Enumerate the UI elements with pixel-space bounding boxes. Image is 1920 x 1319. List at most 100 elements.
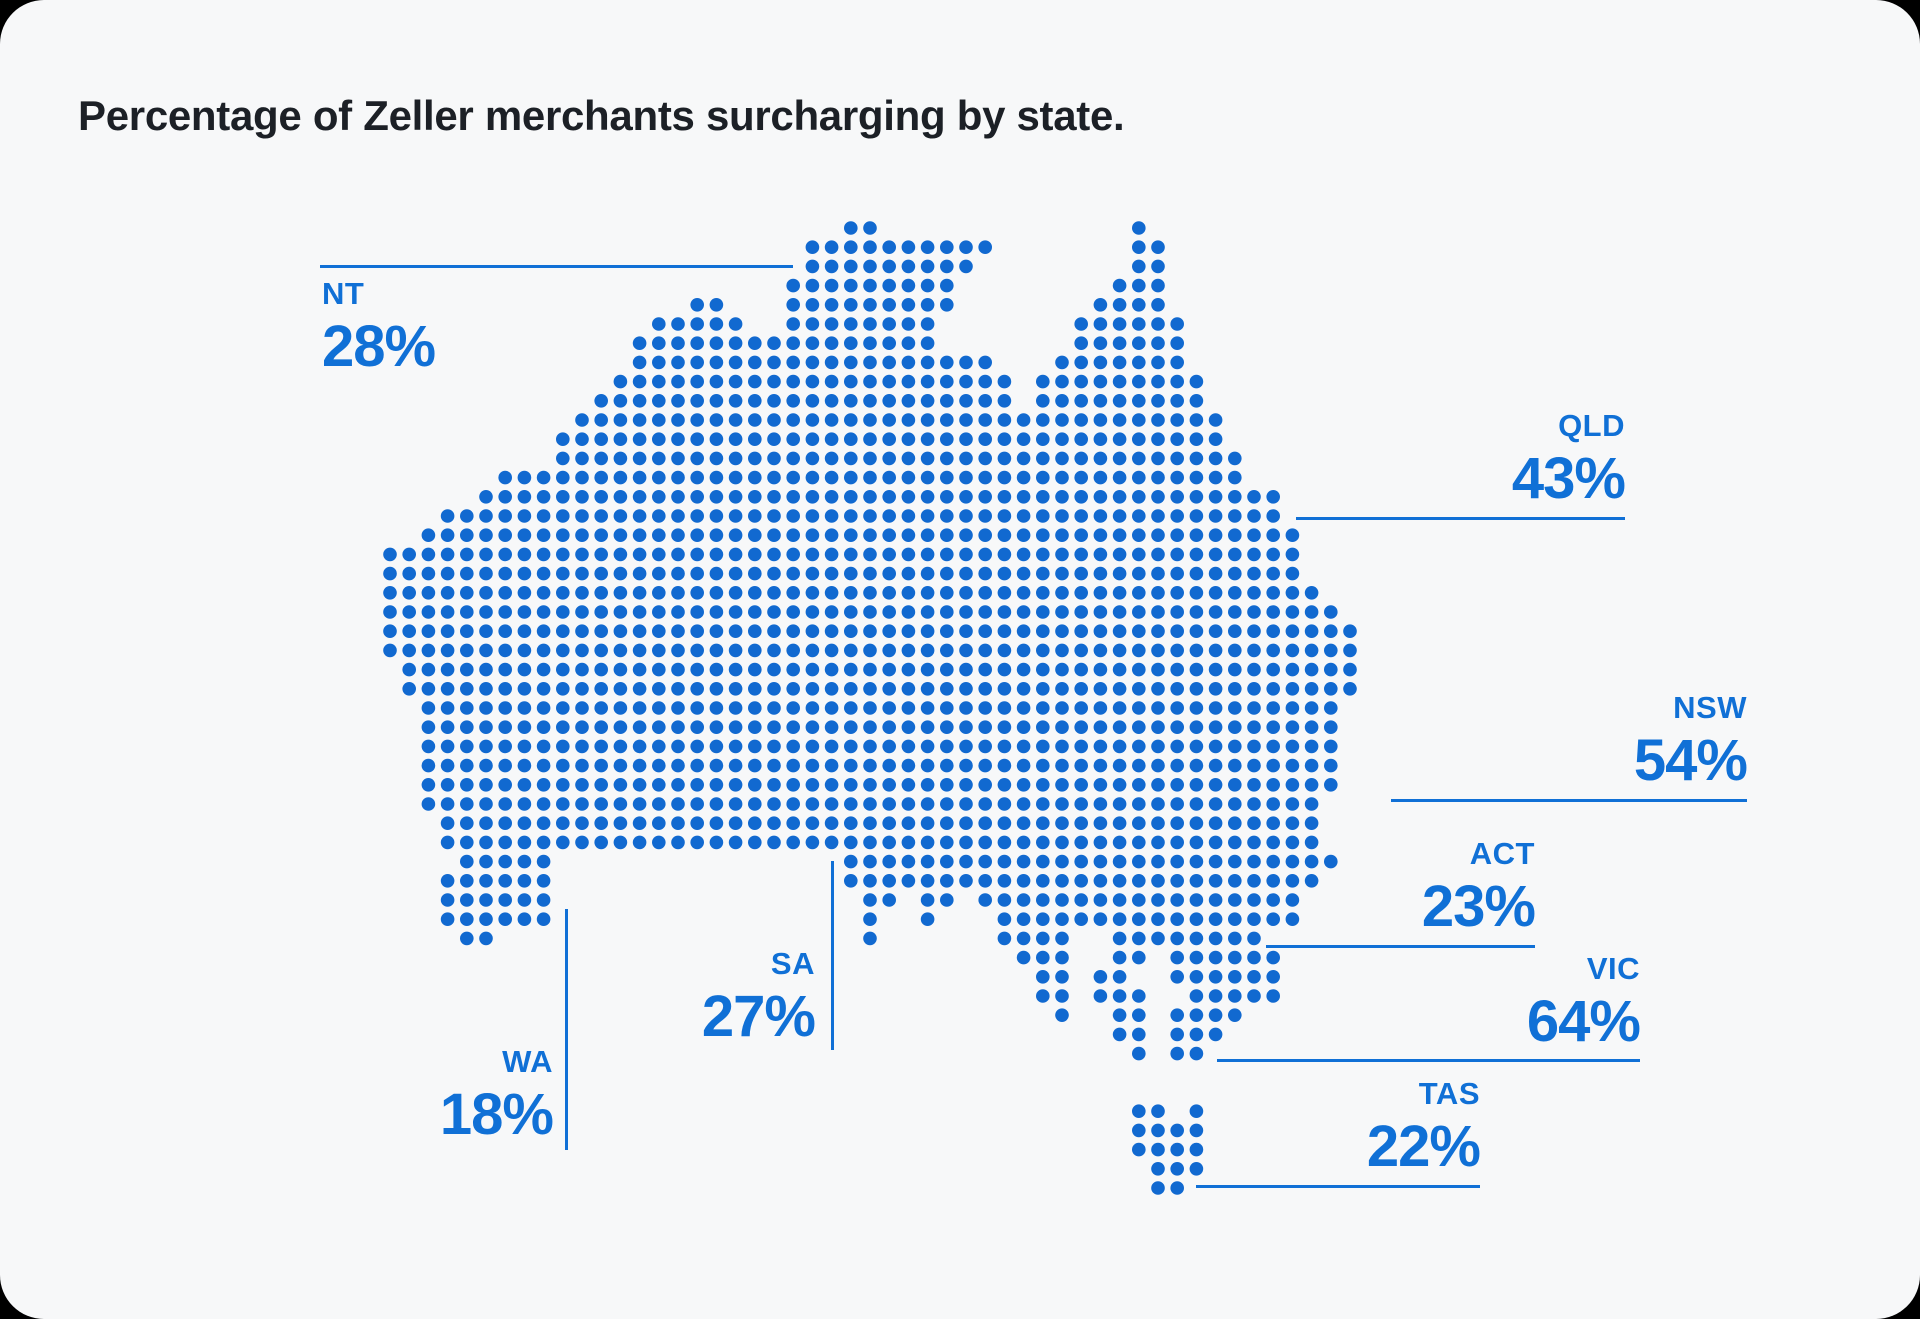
- map-dot: [901, 662, 916, 677]
- map-dot: [748, 336, 762, 351]
- map-dot: [1132, 413, 1146, 427]
- map-dot: [978, 854, 992, 869]
- map-dot: [1324, 739, 1338, 754]
- map-dot: [1343, 662, 1357, 677]
- map-dot: [440, 624, 455, 638]
- map-dot: [728, 336, 743, 351]
- map-dot: [882, 778, 896, 792]
- map-dot: [1112, 1027, 1127, 1042]
- map-dot: [1208, 643, 1223, 658]
- map-dot: [1093, 336, 1108, 351]
- map-dot: [594, 547, 608, 562]
- map-dot: [805, 509, 820, 523]
- map-dot: [1266, 797, 1280, 811]
- map-dot: [1112, 797, 1127, 811]
- map-dot: [824, 605, 839, 619]
- map-dot: [1093, 624, 1108, 638]
- map-dot: [671, 720, 685, 734]
- map-dot: [901, 259, 916, 274]
- map-dot: [920, 259, 935, 274]
- map-dot: [997, 528, 1012, 542]
- map-dot: [901, 682, 916, 696]
- map-dot: [671, 797, 685, 811]
- map-dot: [844, 509, 858, 523]
- map-dot: [767, 758, 781, 773]
- map-dot: [920, 586, 935, 600]
- map-dot: [805, 547, 820, 562]
- map-dot: [920, 355, 935, 370]
- map-dot: [824, 298, 839, 312]
- map-dot: [671, 758, 685, 773]
- map-dot: [959, 797, 973, 811]
- map-dot: [786, 778, 800, 792]
- map-dot: [901, 874, 916, 888]
- map-dot: [1132, 624, 1146, 638]
- map-dot: [1285, 643, 1300, 658]
- map-dot: [1093, 874, 1108, 888]
- map-dot: [1189, 1104, 1204, 1118]
- map-dot: [978, 432, 992, 447]
- map-dot: [997, 835, 1012, 850]
- map-dot: [1036, 874, 1050, 888]
- map-dot: [440, 682, 455, 696]
- map-dot: [498, 566, 512, 581]
- map-dot: [517, 893, 532, 907]
- map-dot: [1189, 413, 1204, 427]
- map-dot: [882, 317, 896, 331]
- map-dot: [1343, 643, 1357, 658]
- map-dot: [1266, 605, 1280, 619]
- map-dot: [1112, 586, 1127, 600]
- map-dot: [1112, 451, 1127, 466]
- map-dot: [1170, 682, 1184, 696]
- map-dot: [959, 566, 973, 581]
- map-dot: [479, 739, 493, 754]
- map-dot: [1074, 778, 1088, 792]
- map-dot: [1132, 298, 1146, 312]
- map-dot: [632, 778, 647, 792]
- map-dot: [978, 374, 992, 389]
- map-dot: [1189, 509, 1204, 523]
- map-dot: [920, 432, 935, 447]
- map-dot: [728, 413, 743, 427]
- map-dot: [805, 682, 820, 696]
- map-dot: [632, 374, 647, 389]
- map-dot: [1266, 874, 1280, 888]
- map-dot: [978, 490, 992, 504]
- map-dot: [498, 797, 512, 811]
- map-dot: [383, 643, 397, 658]
- map-dot: [594, 566, 608, 581]
- map-dot: [863, 278, 877, 293]
- map-dot: [805, 259, 820, 274]
- map-dot: [517, 739, 532, 754]
- map-dot: [1324, 682, 1338, 696]
- map-dot: [1208, 874, 1223, 888]
- map-dot: [421, 720, 436, 734]
- map-dot: [517, 586, 532, 600]
- map-dot: [594, 605, 608, 619]
- map-dot: [517, 720, 532, 734]
- map-dot: [556, 758, 570, 773]
- map-dot: [997, 912, 1012, 926]
- map-dot: [1151, 298, 1165, 312]
- map-dot: [882, 547, 896, 562]
- map-dot: [824, 470, 839, 485]
- map-dot: [1228, 566, 1242, 581]
- map-dot: [1151, 413, 1165, 427]
- map-dot: [824, 432, 839, 447]
- map-dot: [978, 682, 992, 696]
- map-dot: [1285, 624, 1300, 638]
- map-dot: [1189, 1008, 1204, 1022]
- map-dot: [709, 490, 724, 504]
- map-dot: [728, 317, 743, 331]
- map-dot: [920, 566, 935, 581]
- map-dot: [786, 662, 800, 677]
- map-dot: [1036, 490, 1050, 504]
- map-dot: [1016, 682, 1031, 696]
- map-dot: [1266, 528, 1280, 542]
- map-dot: [1170, 1162, 1184, 1176]
- map-dot: [1074, 854, 1088, 869]
- map-dot: [1208, 816, 1223, 830]
- map-dot: [940, 835, 954, 850]
- map-dot: [536, 490, 551, 504]
